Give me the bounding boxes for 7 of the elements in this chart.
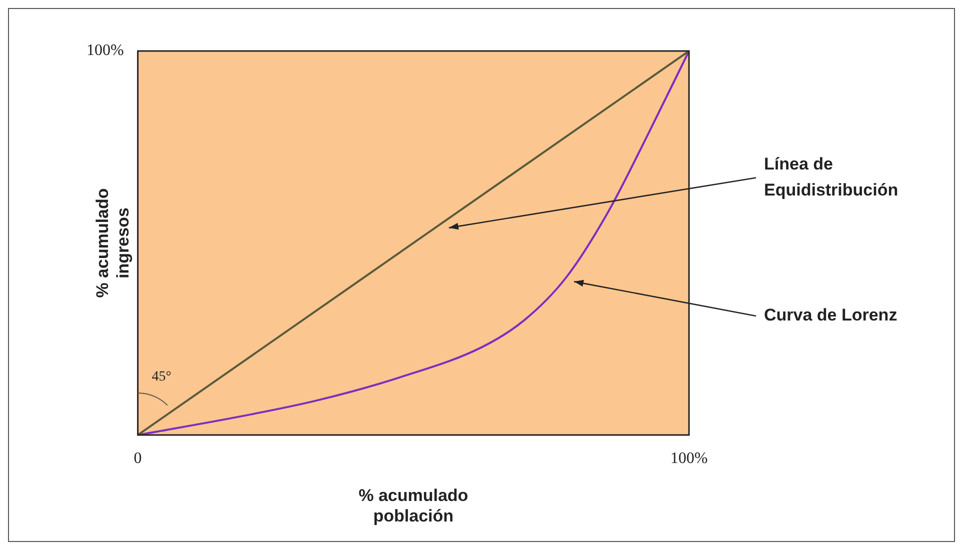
x-axis-title: % acumulado población bbox=[358, 486, 468, 526]
annotation: 45° bbox=[152, 370, 172, 385]
text: Línea de Equidistribución bbox=[764, 154, 898, 200]
text: Curva de Lorenz bbox=[764, 306, 898, 325]
x-tick-label: 0 bbox=[134, 450, 142, 467]
text: 100% bbox=[86, 42, 124, 60]
y-axis-title: % acumulado ingresos bbox=[92, 188, 132, 298]
